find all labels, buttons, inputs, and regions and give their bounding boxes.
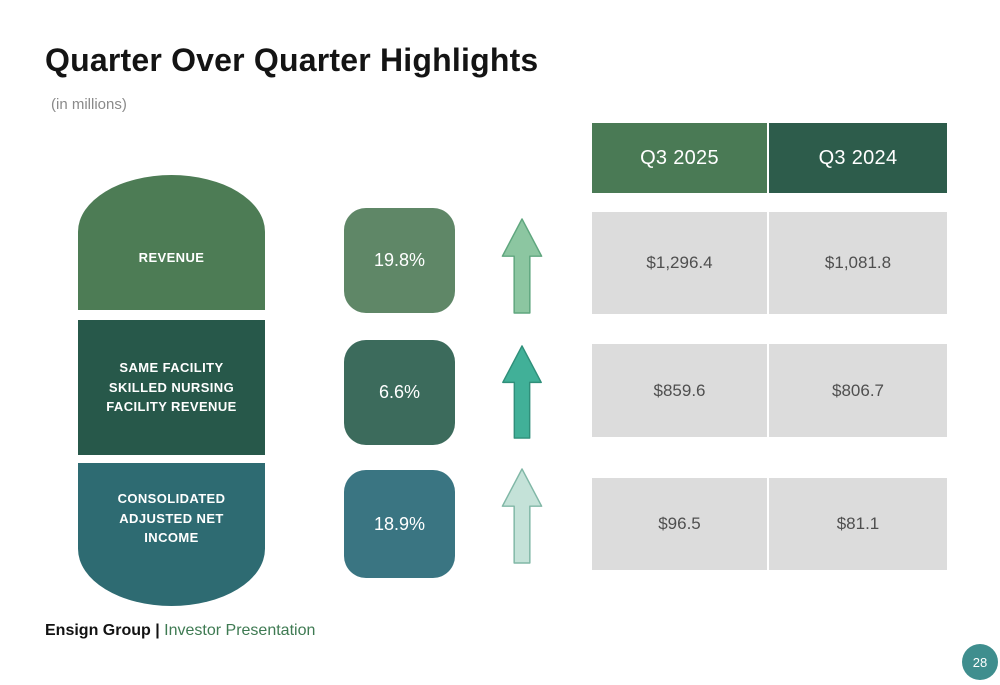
slide-footer: Ensign Group | Investor Presentation	[45, 622, 315, 640]
up-arrow-icon	[501, 218, 543, 314]
metric-shape-net-income: CONSOLIDATED ADJUSTED NET INCOME	[78, 463, 265, 606]
value-cell-income-2024: $81.1	[769, 478, 947, 570]
change-badge-net-income: 18.9%	[344, 470, 455, 578]
page-number-badge: 28	[962, 644, 998, 680]
value-cell-snf-2025: $859.6	[592, 344, 767, 437]
change-badge-snf-revenue: 6.6%	[344, 340, 455, 445]
page-number: 28	[972, 654, 988, 670]
metric-shape-snf-revenue: SAME FACILITY SKILLED NURSING FACILITY R…	[78, 320, 265, 455]
column-header-q3-2024: Q3 2024	[769, 123, 947, 193]
footer-presentation: Investor Presentation	[164, 622, 316, 639]
page-title: Quarter Over Quarter Highlights	[45, 42, 539, 78]
footer-divider: |	[155, 622, 160, 639]
metric-shape-revenue: REVENUE	[78, 175, 265, 310]
column-header-q3-2025: Q3 2025	[592, 123, 767, 193]
value-cell-snf-2024: $806.7	[769, 344, 947, 437]
up-arrow-icon	[502, 345, 542, 439]
value-cell-revenue-2024: $1,081.8	[769, 212, 947, 314]
change-value: 18.9%	[373, 513, 426, 534]
units-note: (in millions)	[51, 96, 127, 113]
change-value: 6.6%	[378, 382, 421, 402]
footer-company: Ensign Group	[45, 622, 151, 639]
value-cell-revenue-2025: $1,296.4	[592, 212, 767, 314]
value-cell-income-2025: $96.5	[592, 478, 767, 570]
change-badge-revenue: 19.8%	[344, 208, 455, 313]
metric-label: REVENUE	[138, 249, 205, 265]
change-value: 19.8%	[373, 250, 426, 270]
metric-label: SAME FACILITY SKILLED NURSING FACILITY R…	[106, 360, 237, 415]
metric-label: CONSOLIDATED ADJUSTED NET INCOME	[117, 491, 226, 546]
up-arrow-icon	[501, 468, 543, 564]
